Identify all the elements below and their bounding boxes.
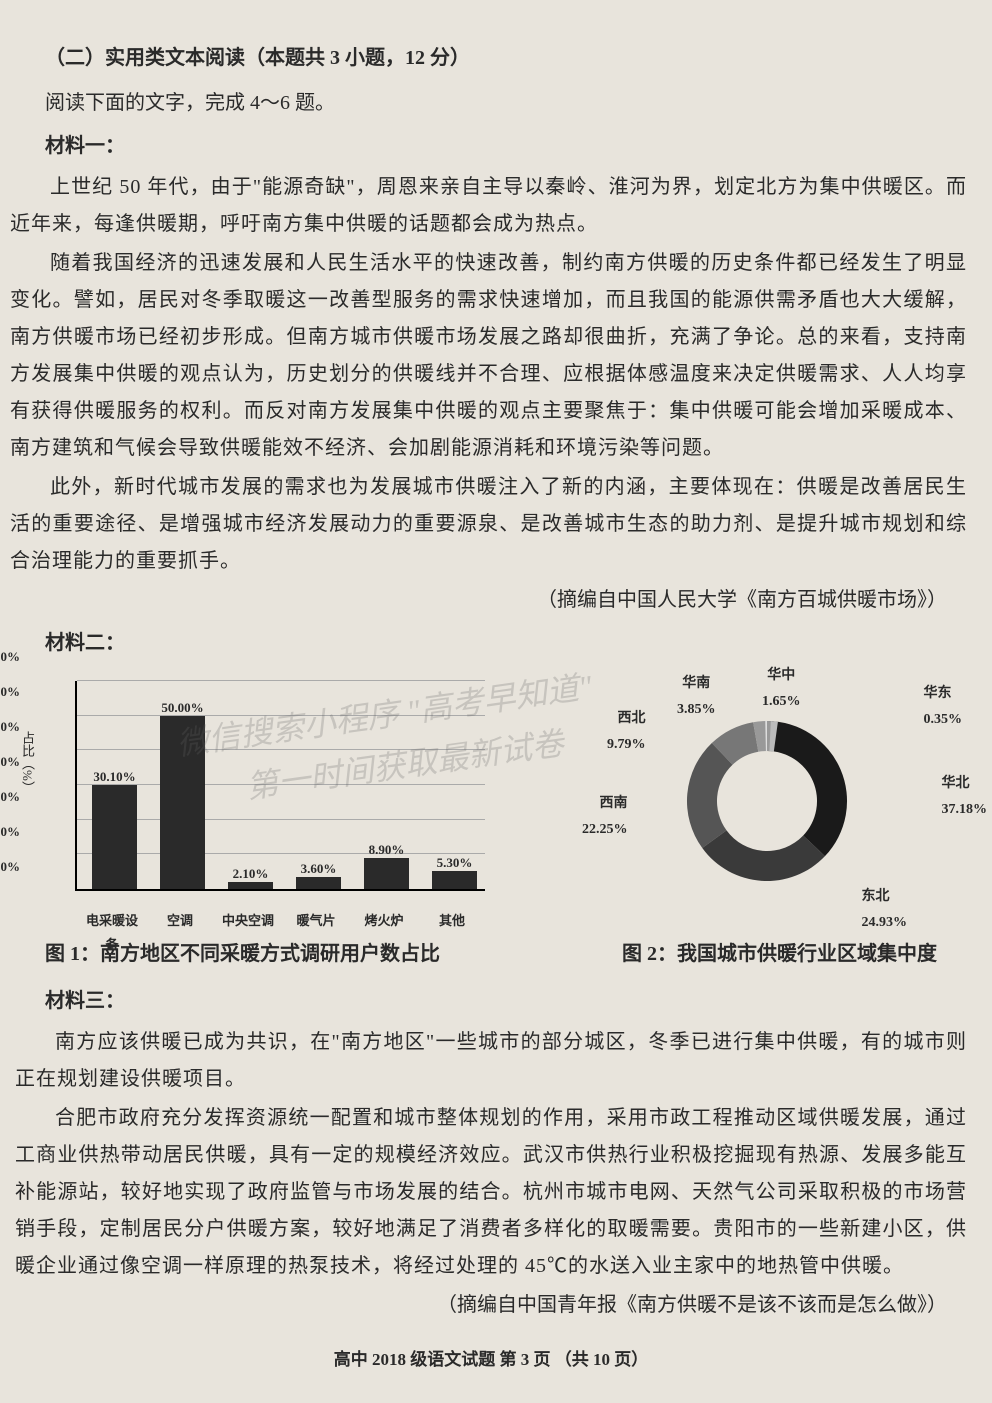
y-tick: 40.00% bbox=[0, 715, 20, 739]
x-label: 中央空调 bbox=[218, 909, 278, 933]
material1-p3: 此外，新时代城市发展的需求也为发展城市供暖注入了新的内涵，主要体现在：供暖是改善… bbox=[10, 469, 967, 580]
y-tick: 0.00% bbox=[0, 855, 20, 879]
bar-2: 50.00% bbox=[160, 716, 205, 889]
x-label: 烤火炉 bbox=[354, 909, 414, 933]
donut-label-huadong: 华东0.35% bbox=[924, 681, 963, 733]
page-footer: 高中 2018 级语文试题 第 3 页 （共 10 页） bbox=[15, 1344, 967, 1375]
x-label: 电采暖设备 bbox=[82, 909, 142, 957]
bar-5: 8.90% bbox=[364, 858, 409, 889]
instruction: 阅读下面的文字，完成 4～6 题。 bbox=[45, 85, 967, 122]
x-label: 暖气片 bbox=[286, 909, 346, 933]
y-tick: 20.00% bbox=[0, 785, 20, 809]
section-heading: （二）实用类文本阅读（本题共 3 小题，12 分） bbox=[45, 40, 967, 77]
bar-chart: 占比（%） 0.00% 10.00% 20.00% 30.00% 40.00% … bbox=[20, 671, 490, 931]
material3-p2: 合肥市政府充分发挥资源统一配置和城市整体规划的作用，采用市政工程推动区域供暖发展… bbox=[15, 1100, 967, 1285]
chart2-title: 图 2：我国城市供暖行业区域集中度 bbox=[622, 936, 937, 973]
bar-1: 30.10% bbox=[92, 785, 137, 889]
x-label: 其他 bbox=[422, 909, 482, 933]
bar-6: 5.30% bbox=[432, 871, 477, 889]
material3-p1: 南方应该供暖已成为共识，在"南方地区"一些城市的部分城区，冬季已进行集中供暖，有… bbox=[15, 1024, 967, 1098]
x-label: 空调 bbox=[150, 909, 210, 933]
charts-container: 微信搜索小程序 "高考早知道" 第一时间获取最新试卷 占比（%） 0.00% 1… bbox=[15, 666, 967, 936]
material2-label: 材料二： bbox=[45, 625, 967, 662]
donut-label-xibei: 西北9.79% bbox=[607, 706, 646, 758]
material3-source: （摘编自中国青年报《南方供暖不是该不该而是怎么做》） bbox=[15, 1287, 947, 1324]
donut-label-huanan: 华南3.85% bbox=[677, 671, 716, 723]
donut-label-xinan: 西南22.25% bbox=[582, 791, 628, 843]
y-tick: 10.00% bbox=[0, 820, 20, 844]
y-tick: 50.00% bbox=[0, 680, 20, 704]
donut-label-huazhong: 华中1.65% bbox=[762, 663, 801, 715]
material1-p1: 上世纪 50 年代，由于"能源奇缺"，周恩来亲自主导以秦岭、淮河为界，划定北方为… bbox=[10, 169, 967, 243]
donut-seg-huabei bbox=[767, 721, 847, 856]
y-tick: 30.00% bbox=[0, 750, 20, 774]
bar-3: 2.10% bbox=[228, 882, 273, 889]
material3-label: 材料三： bbox=[45, 983, 967, 1020]
bar-4: 3.60% bbox=[296, 877, 341, 889]
donut-chart: 华北37.18% 东北24.93% 西南22.25% 西北9.79% 华南3.8… bbox=[577, 671, 957, 931]
material1-p2: 随着我国经济的迅速发展和人民生活水平的快速改善，制约南方供暖的历史条件都已经发生… bbox=[10, 245, 967, 467]
material1-label: 材料一： bbox=[45, 128, 967, 165]
donut-label-dongbei: 东北24.93% bbox=[862, 884, 908, 936]
donut-label-huabei: 华北37.18% bbox=[942, 771, 988, 823]
y-tick: 60.00% bbox=[0, 645, 20, 669]
material1-source: （摘编自中国人民大学《南方百城供暖市场》） bbox=[15, 582, 947, 619]
